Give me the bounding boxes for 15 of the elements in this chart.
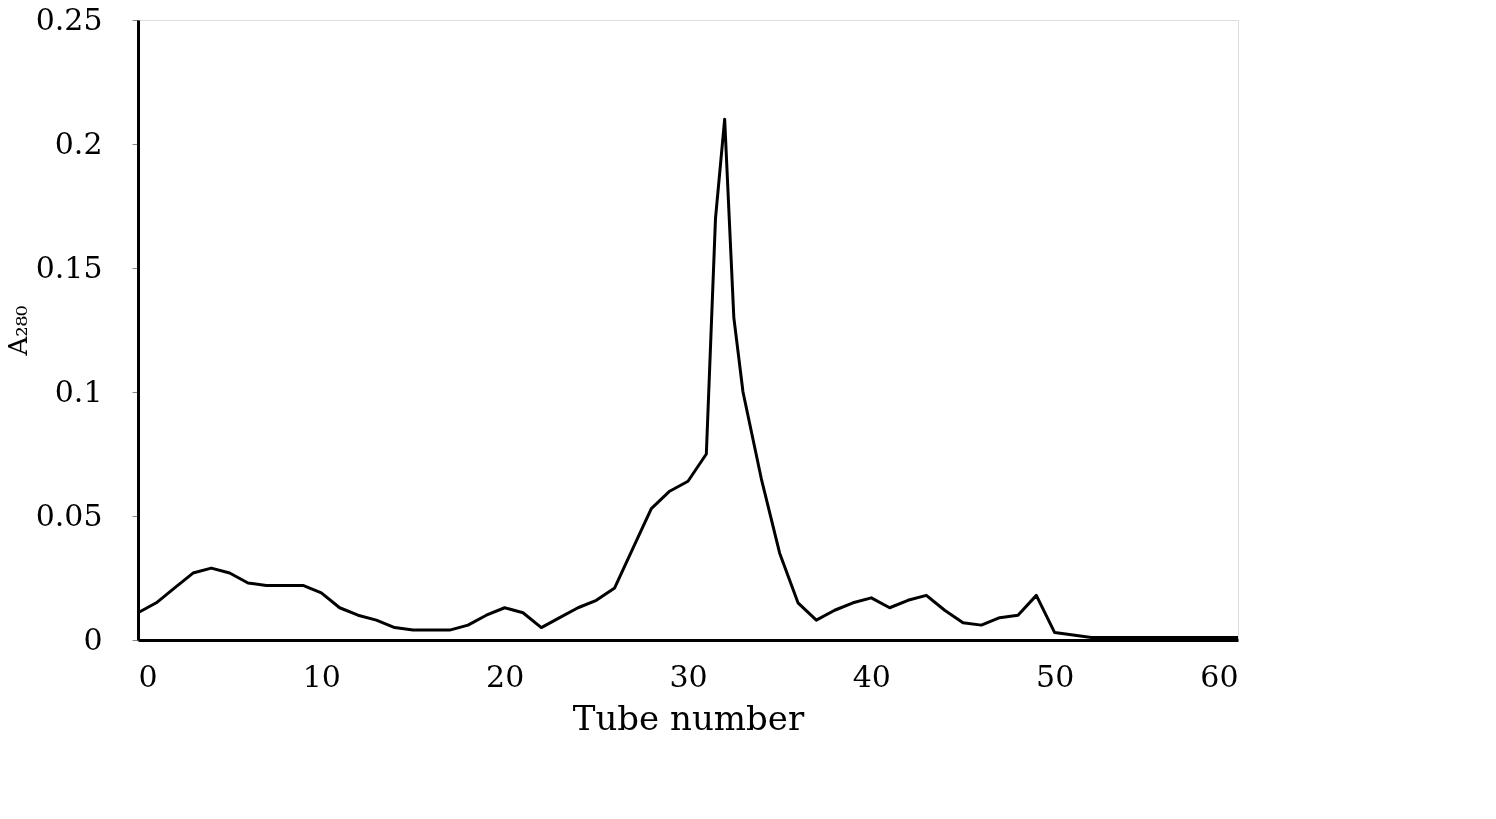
x-axis-title: Tube number [572, 697, 805, 738]
x-tick-label: 50 [1036, 658, 1075, 694]
y-tick-label: 0.15 [35, 249, 103, 285]
x-tick-label: 60 [1200, 658, 1239, 694]
y-tick-label: 0.05 [35, 497, 103, 533]
x-tick-label: 20 [486, 658, 525, 694]
x-tick-label: 10 [302, 658, 341, 694]
x-tick-label: 40 [852, 658, 891, 694]
y-tick-label: 0.1 [54, 373, 103, 409]
y-tick-label: 0 [83, 621, 103, 657]
x-tick-label: 30 [669, 658, 708, 694]
y-tick-label: 0.25 [35, 1, 103, 37]
y-tick-label: 0.2 [54, 125, 103, 161]
y-axis-title: A₂₈₀ [2, 305, 33, 357]
x-tick-label: 0 [138, 658, 158, 694]
